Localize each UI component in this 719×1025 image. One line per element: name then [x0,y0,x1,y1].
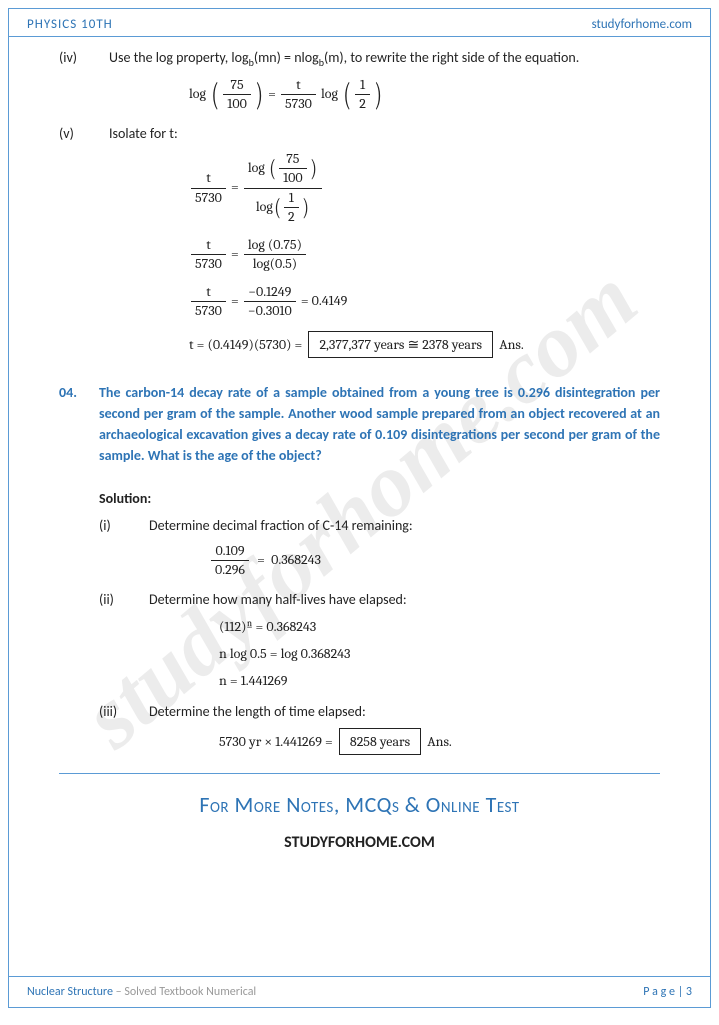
eq-sol-ii-2: n log 0.5 = log 0.368243 [219,643,660,664]
footer-page: P a g e | 3 [643,985,692,999]
answer-box-1: 2,377,377 years ≅ 2378 years [308,331,493,358]
eq-v1: t5730 = log (75100)log(12) [189,150,660,226]
eq-sol-ii-1: (112)ⁿ = 0.368243 [219,616,660,637]
eq-v2: t5730 = log (0.75)log(0.5) [189,236,660,273]
q4-number: 04. [59,382,99,466]
step-v-num: (v) [59,123,109,144]
eq-v4: t = (0.4149)(5730) = 2,377,377 years ≅ 2… [189,331,660,358]
page-header: PHYSICS 10TH studyforhome.com [9,9,710,37]
eq-v3: t5730 = −0.1249−0.3010 = 0.4149 [189,283,660,320]
sol-i: (i) Determine decimal fraction of C-14 r… [99,515,660,536]
promo-line-2: STUDYFORHOME.COM [59,831,660,855]
sol-ii: (ii) Determine how many half-lives have … [99,589,660,610]
sol-iii-num: (iii) [99,701,149,722]
eq-sol-iii: 5730 yr × 1.441269 = 8258 years Ans. [219,728,660,755]
sol-iii-text: Determine the length of time elapsed: [149,701,660,722]
answer-box-2: 8258 years [339,728,421,755]
step-iv-num: (iv) [59,47,109,70]
step-v-text: Isolate for t: [109,123,660,144]
sol-i-num: (i) [99,515,149,536]
sol-ii-num: (ii) [99,589,149,610]
step-iv: (iv) Use the log property, logb(mn) = nl… [59,47,660,70]
header-subject: PHYSICS 10TH [27,17,113,32]
eq-sol-ii-3: n = 1.441269 [219,670,660,691]
footer-left: Nuclear Structure – Solved Textbook Nume… [27,985,256,999]
step-iv-text: Use the log property, logb(mn) = nlogb(m… [109,47,660,70]
solution-label: Solution: [99,488,660,509]
question-4: 04. The carbon-14 decay rate of a sample… [59,382,660,466]
sol-ii-text: Determine how many half-lives have elaps… [149,589,660,610]
q4-text: The carbon-14 decay rate of a sample obt… [99,382,660,466]
promo-line-1: For More Notes, MCQs & Online Test [59,788,660,821]
sol-iii: (iii) Determine the length of time elaps… [99,701,660,722]
header-site: studyforhome.com [592,17,692,32]
page-footer: Nuclear Structure – Solved Textbook Nume… [9,976,710,1007]
step-v: (v) Isolate for t: [59,123,660,144]
divider [59,773,660,774]
sol-i-text: Determine decimal fraction of C-14 remai… [149,515,660,536]
eq-iv: log (75100) = t5730 log (12) [189,76,660,113]
eq-sol-i: 0.1090.296 = 0.368243 [209,542,660,579]
